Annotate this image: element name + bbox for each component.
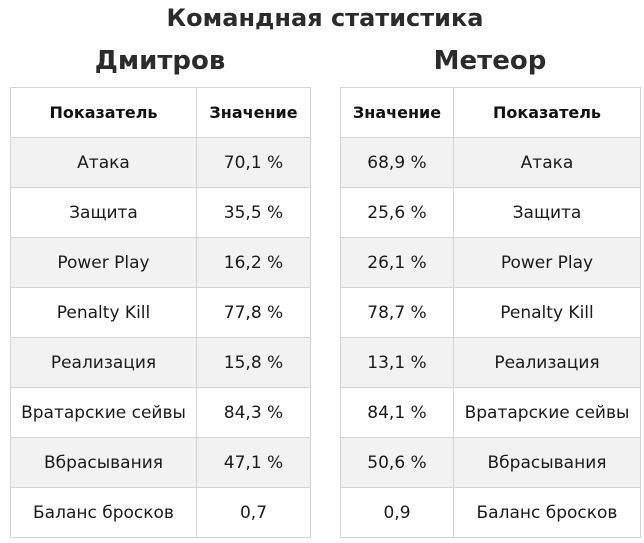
value-cell: 25,6 %: [340, 187, 454, 238]
table-row: 0,9 Баланс бросков: [340, 487, 641, 538]
value-cell: 15,8 %: [196, 337, 311, 388]
value-cell: 50,6 %: [340, 437, 454, 488]
table-row: Атака 70,1 %: [10, 137, 311, 188]
table-row: 26,1 % Power Play: [340, 237, 641, 288]
page-title: Командная статистика: [166, 4, 484, 32]
metric-cell: Защита: [10, 187, 197, 238]
stats-table-left: Показатель Значение Атака 70,1 % Защита …: [10, 87, 311, 538]
metric-cell: Баланс бросков: [453, 487, 641, 538]
metric-cell: Penalty Kill: [10, 287, 197, 338]
value-cell: 0,9: [340, 487, 454, 538]
metric-cell: Атака: [453, 137, 641, 188]
metric-cell: Penalty Kill: [453, 287, 641, 338]
team-title-right: Метеор: [433, 46, 547, 76]
table-row: Баланс бросков 0,7: [10, 487, 311, 538]
table-header-row: Значение Показатель: [340, 87, 641, 138]
table-header-row: Показатель Значение: [10, 87, 311, 138]
table-row: Вбрасывания 47,1 %: [10, 437, 311, 488]
stats-table-right: Значение Показатель 68,9 % Атака 25,6 % …: [340, 87, 641, 538]
value-cell: 26,1 %: [340, 237, 454, 288]
table-row: 68,9 % Атака: [340, 137, 641, 188]
value-cell: 78,7 %: [340, 287, 454, 338]
value-cell: 70,1 %: [196, 137, 311, 188]
table-row: 78,7 % Penalty Kill: [340, 287, 641, 338]
value-cell: 35,5 %: [196, 187, 311, 238]
value-cell: 47,1 %: [196, 437, 311, 488]
table-row: 50,6 % Вбрасывания: [340, 437, 641, 488]
table-row: Power Play 16,2 %: [10, 237, 311, 288]
table-row: 25,6 % Защита: [340, 187, 641, 238]
value-cell: 13,1 %: [340, 337, 454, 388]
metric-cell: Атака: [10, 137, 197, 188]
metric-cell: Вбрасывания: [10, 437, 197, 488]
table-row: Вратарские сейвы 84,3 %: [10, 387, 311, 438]
table-row: Penalty Kill 77,8 %: [10, 287, 311, 338]
column-header-value: Значение: [196, 87, 311, 138]
value-cell: 16,2 %: [196, 237, 311, 288]
table-row: 84,1 % Вратарские сейвы: [340, 387, 641, 438]
value-cell: 68,9 %: [340, 137, 454, 188]
column-header-value: Значение: [340, 87, 454, 138]
column-header-metric: Показатель: [10, 87, 197, 138]
metric-cell: Вбрасывания: [453, 437, 641, 488]
metric-cell: Реализация: [453, 337, 641, 388]
metric-cell: Вратарские сейвы: [10, 387, 197, 438]
value-cell: 84,3 %: [196, 387, 311, 438]
table-row: 13,1 % Реализация: [340, 337, 641, 388]
metric-cell: Power Play: [453, 237, 641, 288]
metric-cell: Защита: [453, 187, 641, 238]
metric-cell: Баланс бросков: [10, 487, 197, 538]
table-row: Защита 35,5 %: [10, 187, 311, 238]
value-cell: 77,8 %: [196, 287, 311, 338]
value-cell: 84,1 %: [340, 387, 454, 438]
metric-cell: Вратарские сейвы: [453, 387, 641, 438]
column-header-metric: Показатель: [453, 87, 641, 138]
value-cell: 0,7: [196, 487, 311, 538]
metric-cell: Реализация: [10, 337, 197, 388]
table-row: Реализация 15,8 %: [10, 337, 311, 388]
metric-cell: Power Play: [10, 237, 197, 288]
team-title-left: Дмитров: [94, 46, 226, 76]
